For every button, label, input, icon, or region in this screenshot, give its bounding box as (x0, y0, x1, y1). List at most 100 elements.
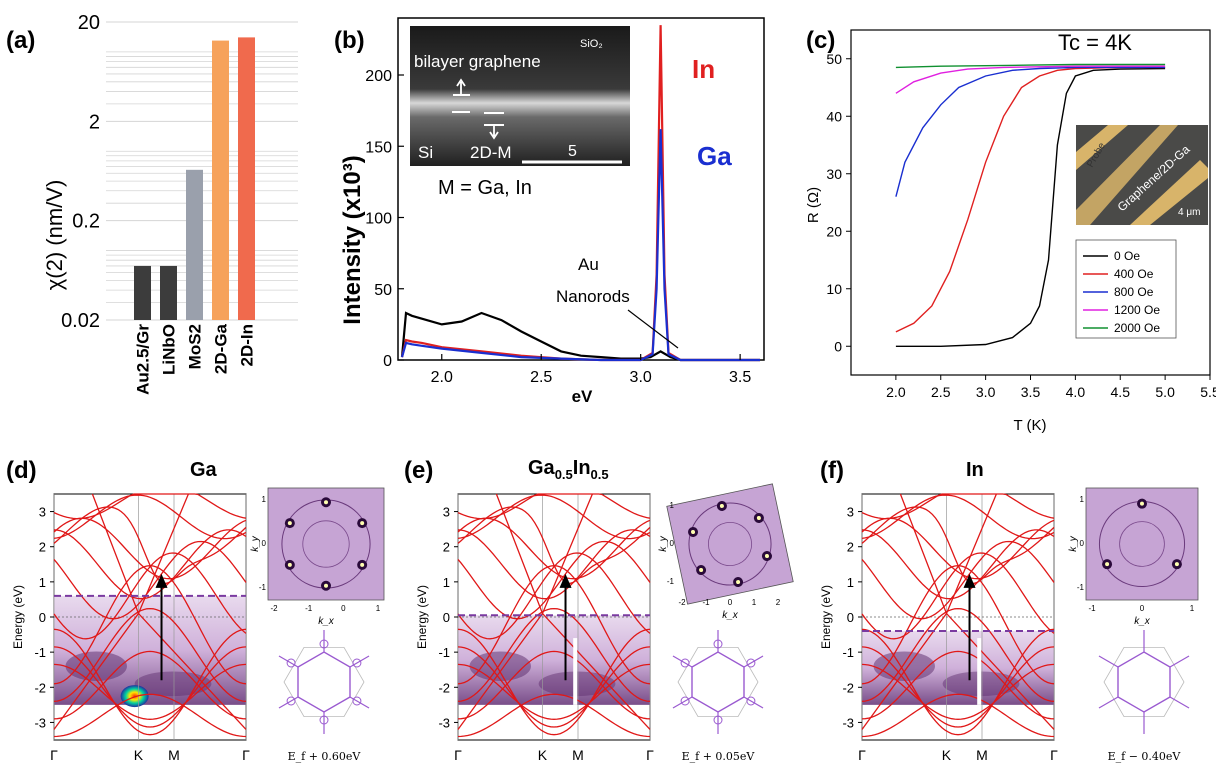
c-legend-label: 800 Oe (1114, 285, 1154, 299)
sem-scale-label: 4 μm (1178, 207, 1200, 218)
c-y-tick-label: 50 (826, 51, 842, 67)
band-curve (457, 646, 651, 728)
band-curve (861, 693, 1055, 738)
a-x-tick-label: 2D-In (238, 324, 257, 367)
panel-label-f: (f) (820, 457, 844, 484)
fs-y-axis-label: k_y (1068, 535, 1079, 552)
band-curve (861, 540, 1055, 620)
fs-x-tick-label: -1 (305, 604, 313, 613)
band-curve (53, 607, 247, 702)
fermi-surface-map (267, 487, 385, 601)
fs-schematic-pocket (746, 696, 756, 706)
c-series-lines (895, 63, 1166, 347)
band-curve (457, 494, 651, 540)
transition-arrowhead (963, 573, 976, 588)
c-x-tick-label: 5.0 (1155, 384, 1175, 400)
a-bar (186, 169, 203, 320)
b-y-tick-label: 50 (374, 282, 392, 299)
arpes-feature (873, 651, 935, 681)
band-x-tick-label: Γ (646, 747, 654, 763)
fs-schematic-zone (677, 647, 759, 717)
band-curve (861, 506, 1055, 585)
band-curve (53, 646, 247, 728)
band-curve (495, 493, 593, 616)
panel-c: (c) 2.0 2.5 3.0 3.5 4.0 4.5 5.0 5.501020304050 … (805, 27, 1216, 434)
band-curve (53, 494, 247, 540)
tem-scale-label: 5 (568, 143, 577, 160)
panel-label-b: (b) (334, 27, 365, 54)
band-curve (899, 493, 997, 616)
panel-b: (b) 2.0 2.5 3.0 3.5 0 50 100 150 200 Intensity (… (334, 17, 765, 406)
band-y-tick-label: -1 (34, 645, 46, 660)
band-curve (91, 493, 189, 616)
band-x-tick-label: M (168, 747, 180, 763)
fs-contour (708, 522, 753, 567)
tem-sio2-label: SiO₂ (580, 38, 603, 50)
fs-schematic-pocket (352, 658, 362, 668)
fs-y-axis-label: k_y (658, 535, 669, 552)
sem-electrode-2 (1130, 160, 1208, 225)
fs-x-tick-label: -2 (678, 598, 686, 607)
c-series-line (895, 63, 1166, 69)
fs-x-tick-label: 0 (341, 604, 346, 613)
band-curve (861, 552, 1055, 640)
c-sem-inset: Probe Graphene/2D-Ga 4 μm (1076, 125, 1208, 225)
fs-schematic (1098, 630, 1190, 734)
fs-schematic-zone (1103, 647, 1185, 717)
a-x-tick-label: Au2.5/Gr (134, 324, 153, 395)
b-series-line (400, 129, 760, 362)
fs-y-tick-label: 1 (1080, 495, 1085, 504)
fs-y-tick-label: 0 (1080, 539, 1085, 548)
fs-y-tick-label: 0 (670, 539, 675, 548)
panel-a: (a) 20 2 0.2 0.02 Au2.5/Gr LiNbO MoS2 2D-Ga 2D-… (6, 12, 298, 395)
fs-schematic-pocket (319, 715, 329, 725)
band-curve (861, 529, 1055, 600)
c-series-line (895, 65, 1166, 94)
c-x-tick-label: 4.5 (1111, 384, 1131, 400)
b-y-tick-label: 150 (365, 139, 392, 156)
fs-schematic-hexagon (1117, 651, 1171, 713)
band-curve (861, 646, 1055, 728)
fs-x-tick-label: 1 (752, 598, 757, 607)
fs-contour (1119, 521, 1165, 567)
band-y-tick-label: -3 (34, 715, 46, 730)
fs-schematic-hexagon (297, 651, 351, 713)
fs-caption: E_f + 0.60eV (288, 750, 362, 763)
b-y-tick-label: 100 (365, 211, 392, 228)
c-y-tick-label: 40 (826, 108, 842, 124)
c-series-line (895, 66, 1166, 197)
c-ticks: 2.0 2.5 3.0 3.5 4.0 4.5 5.0 5.5 0 10 20 30 40 50 (826, 51, 1216, 400)
d-title: Ga (190, 459, 218, 481)
band-curve (457, 607, 651, 702)
c-y-tick-label: 10 (826, 281, 842, 297)
fs-x-tick-label: -2 (270, 604, 278, 613)
band-panel-e: 3 2 1 0 -1 -2 -3 Γ K M Γ Energy (eV) k_x k_y -2 -1 0 1 2 1 0… (415, 483, 794, 763)
fs-hot-spot-core (324, 583, 328, 588)
a-bar (160, 265, 177, 320)
b-x-tick-label: 3.5 (729, 369, 751, 386)
a-bar (134, 265, 151, 320)
band-curve (53, 650, 247, 720)
fs-y-tick-label: -1 (667, 577, 675, 586)
c-x-tick-label: 2.5 (931, 384, 951, 400)
band-curve (861, 650, 1055, 720)
fs-caption: E_f + 0.05eV (682, 750, 756, 763)
fs-hot-spot-core (1140, 501, 1144, 506)
band-y-tick-label: 3 (443, 505, 450, 520)
band-y-tick-label: -2 (34, 680, 46, 695)
b-inset-caption: M = Ga, In (438, 177, 532, 199)
band-y-axis-label: Energy (eV) (415, 585, 429, 649)
c-y-tick-label: 30 (826, 166, 842, 182)
b-label-ga: Ga (697, 141, 732, 171)
panel-label-e: (e) (404, 457, 433, 484)
b-label-au: Au (578, 255, 599, 274)
fs-schematic-hexagon (691, 651, 745, 713)
arpes-gap (573, 638, 578, 705)
fs-hot-spot-core (756, 515, 761, 520)
fs-schematic-pocket (746, 658, 756, 668)
band-y-tick-label: 2 (39, 540, 46, 555)
c-y-tick-label: 20 (826, 223, 842, 239)
fs-hot-spot-core (360, 562, 365, 567)
arpes-intensity (54, 595, 246, 705)
